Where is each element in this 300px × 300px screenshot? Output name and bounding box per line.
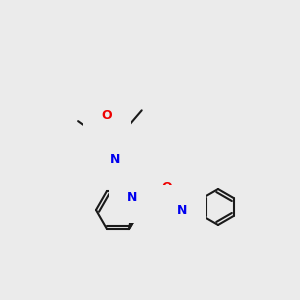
- Text: N: N: [177, 203, 187, 217]
- Text: O: O: [162, 181, 172, 194]
- Text: O: O: [102, 109, 112, 122]
- Text: N: N: [110, 153, 121, 166]
- Text: N: N: [127, 191, 138, 204]
